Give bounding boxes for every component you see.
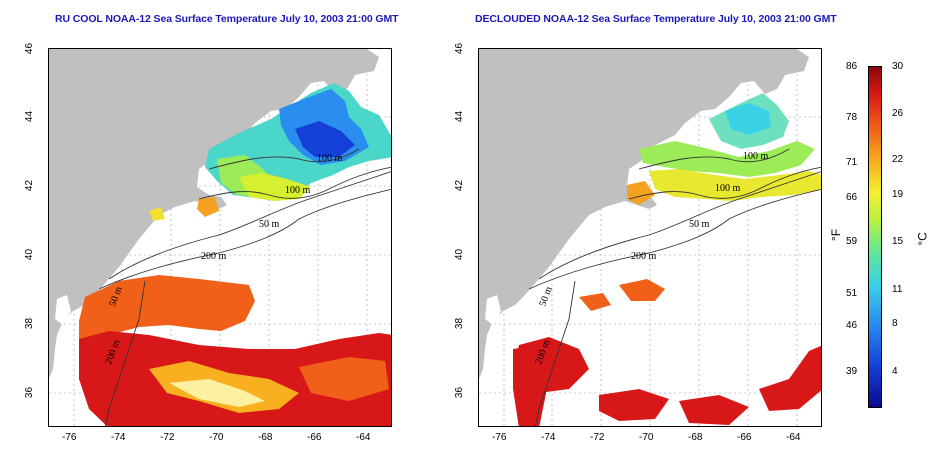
cbar-c-tick-7: 4	[892, 366, 898, 377]
right-land	[479, 49, 809, 379]
left-sst-warm	[79, 275, 391, 426]
right-y-tick-0: 46	[454, 42, 466, 55]
left-x-tick-4: -68	[258, 432, 273, 443]
right-contour-label-100m-b: 100 m	[715, 183, 741, 194]
left-y-tick-4: 38	[24, 317, 36, 330]
cbar-c-tick-0: 30	[892, 61, 904, 72]
cbar-c-tick-5: 11	[892, 284, 903, 295]
cbar-f-tick-4: 59	[846, 236, 858, 247]
right-contour-label-50m: 50 m	[689, 219, 710, 230]
right-isobaths	[528, 148, 821, 426]
right-contour-label-100m-a: 100 m	[743, 151, 769, 162]
left-map-canvas: 100 m 100 m 50 m 200 m 50 m 200 m	[49, 49, 391, 426]
left-isobaths	[98, 148, 391, 426]
left-sst-map: 100 m 100 m 50 m 200 m 50 m 200 m	[48, 48, 392, 427]
left-contour-label-100m-b: 100 m	[285, 185, 311, 196]
left-contour-label-50m: 50 m	[259, 219, 280, 230]
left-x-tick-0: -76	[62, 432, 77, 443]
left-x-tick-5: -66	[307, 432, 322, 443]
cbar-c-tick-6: 8	[892, 318, 898, 329]
right-y-tick-3: 40	[454, 248, 466, 261]
cbar-f-tick-5: 51	[846, 288, 858, 299]
left-y-tick-1: 44	[24, 110, 36, 123]
cbar-f-tick-3: 66	[846, 192, 858, 203]
right-x-tick-1: -74	[541, 432, 556, 443]
left-y-tick-5: 36	[24, 386, 36, 399]
right-delaware-bay	[485, 295, 501, 325]
cbar-celsius-unit: °C	[915, 232, 930, 246]
right-map-title: DECLOUDED NOAA-12 Sea Surface Temperatur…	[475, 13, 837, 25]
temperature-colorbar	[868, 66, 882, 408]
cbar-f-tick-7: 39	[846, 366, 858, 377]
left-x-tick-3: -70	[209, 432, 224, 443]
left-contour-label-100m-a: 100 m	[317, 153, 343, 164]
right-x-tick-6: -64	[786, 432, 801, 443]
left-x-tick-1: -74	[111, 432, 126, 443]
right-contour-label-200m: 200 m	[631, 251, 657, 262]
left-contour-label-200m: 200 m	[201, 251, 227, 262]
right-sst-map: 100 m 100 m 50 m 200 m 50 m 200 m	[478, 48, 822, 427]
right-x-tick-3: -70	[639, 432, 654, 443]
right-x-tick-0: -76	[492, 432, 507, 443]
cbar-c-tick-1: 26	[892, 108, 904, 119]
left-land	[49, 49, 379, 379]
right-x-tick-5: -66	[737, 432, 752, 443]
right-map-canvas: 100 m 100 m 50 m 200 m 50 m 200 m	[479, 49, 821, 426]
right-y-tick-2: 42	[454, 179, 466, 192]
right-x-tick-2: -72	[590, 432, 605, 443]
left-x-tick-2: -72	[160, 432, 175, 443]
left-delaware-bay	[55, 295, 71, 325]
cbar-f-tick-0: 86	[846, 61, 858, 72]
cbar-c-tick-4: 15	[892, 236, 904, 247]
cbar-c-tick-2: 22	[892, 154, 904, 165]
right-y-tick-4: 38	[454, 317, 466, 330]
cbar-c-tick-3: 19	[892, 189, 904, 200]
right-x-tick-4: -68	[688, 432, 703, 443]
left-y-tick-2: 42	[24, 179, 36, 192]
cbar-fahrenheit-unit: °F	[829, 228, 844, 242]
left-x-tick-6: -64	[356, 432, 371, 443]
left-y-tick-0: 46	[24, 42, 36, 55]
cbar-f-tick-1: 78	[846, 112, 858, 123]
cbar-f-tick-2: 71	[846, 157, 858, 168]
left-y-tick-3: 40	[24, 248, 36, 261]
cbar-f-tick-6: 46	[846, 320, 858, 331]
right-y-tick-5: 36	[454, 386, 466, 399]
left-map-title: RU COOL NOAA-12 Sea Surface Temperature …	[55, 13, 399, 25]
right-y-tick-1: 44	[454, 110, 466, 123]
left-sst-cool	[149, 83, 391, 221]
right-sst-warm	[513, 279, 821, 426]
